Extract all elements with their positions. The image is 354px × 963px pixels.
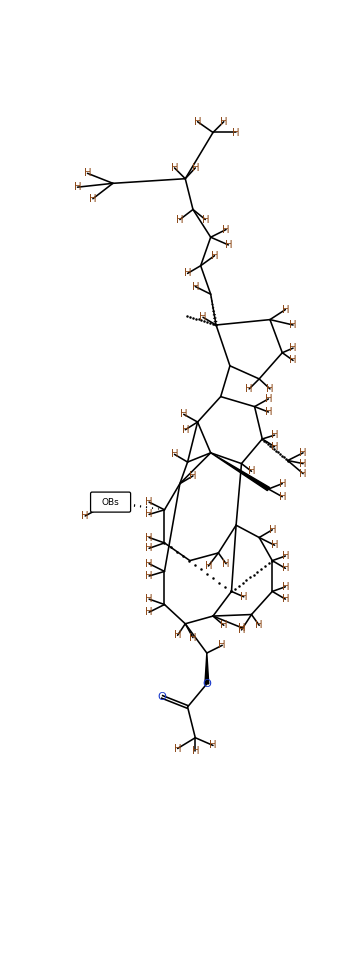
Text: H: H (145, 543, 153, 554)
Text: H: H (299, 448, 307, 457)
Text: H: H (282, 582, 289, 592)
Text: H: H (199, 312, 207, 323)
Text: H: H (192, 281, 199, 292)
Text: H: H (189, 471, 197, 481)
Text: H: H (289, 343, 297, 353)
Text: H: H (192, 163, 199, 173)
Text: H: H (282, 304, 289, 315)
Polygon shape (205, 653, 209, 684)
Text: H: H (265, 394, 272, 403)
Text: H: H (299, 458, 307, 469)
Text: H: H (171, 450, 178, 459)
Text: H: H (218, 640, 226, 650)
Text: H: H (180, 409, 188, 419)
Text: H: H (289, 320, 297, 330)
Text: H: H (282, 551, 289, 561)
Polygon shape (211, 453, 269, 490)
Text: H: H (282, 563, 289, 573)
Text: H: H (222, 559, 230, 569)
Text: H: H (238, 623, 245, 633)
Text: H: H (266, 384, 274, 394)
Text: H: H (205, 561, 212, 571)
Text: H: H (145, 608, 153, 617)
Text: H: H (194, 117, 201, 127)
Text: H: H (174, 743, 181, 753)
Text: OBs: OBs (102, 498, 119, 507)
Text: H: H (145, 571, 153, 581)
Text: H: H (225, 240, 232, 250)
Text: H: H (232, 127, 240, 138)
Text: O: O (158, 691, 167, 702)
Text: H: H (271, 430, 278, 440)
Text: H: H (222, 224, 230, 235)
Text: H: H (238, 625, 245, 635)
Text: H: H (84, 169, 91, 178)
Text: H: H (265, 407, 272, 417)
Text: H: H (182, 425, 189, 434)
Text: H: H (248, 466, 255, 477)
Text: H: H (145, 497, 153, 508)
Text: H: H (279, 492, 286, 502)
Text: H: H (184, 269, 191, 278)
Text: H: H (299, 469, 307, 479)
Text: H: H (279, 479, 286, 488)
Text: H: H (145, 559, 153, 569)
Text: H: H (74, 182, 81, 193)
Text: H: H (271, 442, 278, 452)
Text: H: H (189, 633, 197, 642)
Text: H: H (192, 745, 199, 756)
Text: H: H (211, 250, 218, 261)
Text: H: H (271, 540, 278, 550)
Text: H: H (81, 511, 89, 521)
Text: H: H (89, 194, 97, 204)
Text: H: H (256, 620, 263, 631)
Text: O: O (202, 679, 211, 689)
FancyBboxPatch shape (91, 492, 131, 512)
Text: H: H (240, 592, 247, 602)
Text: H: H (145, 533, 153, 542)
Text: H: H (282, 594, 289, 604)
Text: H: H (220, 117, 228, 127)
Text: H: H (201, 215, 209, 224)
Text: H: H (209, 741, 217, 750)
Text: H: H (171, 163, 178, 173)
Text: H: H (220, 620, 228, 631)
Text: H: H (245, 384, 253, 394)
Text: H: H (145, 509, 153, 519)
Text: H: H (269, 525, 276, 534)
Text: H: H (145, 594, 153, 604)
Text: H: H (174, 631, 181, 640)
Text: H: H (289, 355, 297, 365)
Text: H: H (176, 215, 184, 224)
